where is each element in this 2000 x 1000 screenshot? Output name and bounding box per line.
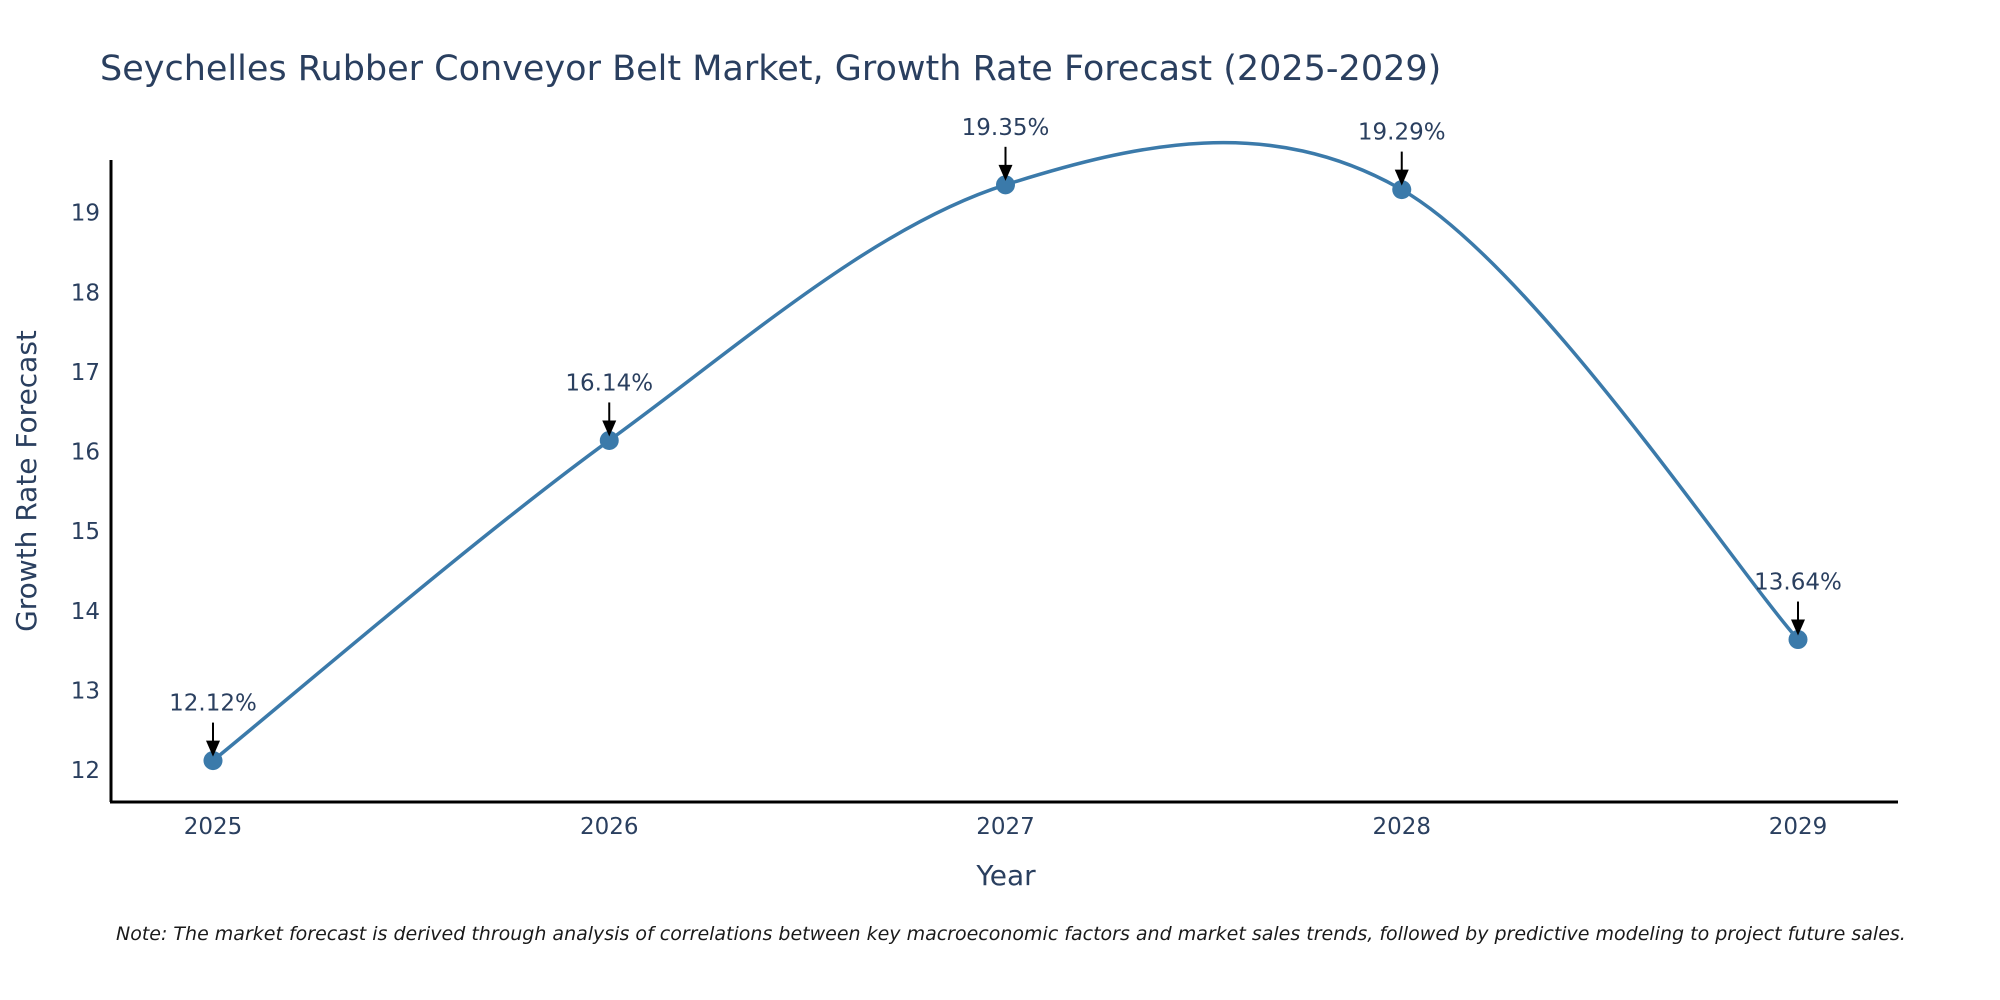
x-tick-label: 2028	[1372, 814, 1431, 840]
y-tick-labels: 12 13 14 15 16 17 18 19	[71, 201, 100, 784]
x-tick-label: 2029	[1769, 814, 1828, 840]
y-tick-label: 19	[71, 201, 100, 227]
data-point-marker	[996, 175, 1015, 195]
chart-title: Seychelles Rubber Conveyor Belt Market, …	[100, 49, 1441, 89]
y-tick-label: 13	[71, 679, 100, 705]
annotation-arrow-head	[602, 420, 617, 437]
y-tick-label: 17	[71, 360, 100, 386]
data-point-marker	[203, 751, 223, 771]
series-markers	[203, 175, 1808, 771]
data-point-marker	[1392, 180, 1412, 200]
annotation-arrow-head	[998, 164, 1013, 181]
chart-note: Note: The market forecast is derived thr…	[116, 923, 1906, 945]
x-tick-label: 2026	[580, 814, 639, 840]
data-label: 19.35%	[962, 115, 1050, 141]
annotation-arrow-head	[1791, 619, 1805, 636]
y-axis-title: Growth Rate Forecast	[10, 330, 43, 632]
data-label: 12.12%	[169, 691, 257, 717]
y-tick-label: 16	[71, 440, 100, 466]
y-tick-label: 14	[71, 599, 100, 625]
data-point-marker	[599, 430, 619, 450]
x-tick-label: 2027	[976, 814, 1035, 840]
data-labels: 12.12% 16.14% 19.35% 19.29% 13.64%	[169, 115, 1842, 757]
x-tick-labels: 2025 2026 2027 2028 2029	[184, 814, 1828, 840]
series-line	[211, 140, 1800, 762]
annotation-arrow-head	[1394, 169, 1409, 186]
data-label: 16.14%	[565, 370, 653, 396]
data-label: 19.29%	[1358, 120, 1446, 146]
annotation-arrow-head	[206, 740, 220, 757]
data-label: 13.64%	[1754, 570, 1842, 596]
data-point-marker	[1788, 630, 1808, 650]
x-tick-label: 2025	[184, 814, 243, 840]
y-tick-label: 15	[71, 519, 100, 545]
y-tick-label: 12	[71, 758, 100, 784]
axes	[109, 160, 1898, 804]
y-tick-label: 18	[71, 280, 100, 306]
x-axis-title: Year	[975, 859, 1036, 892]
